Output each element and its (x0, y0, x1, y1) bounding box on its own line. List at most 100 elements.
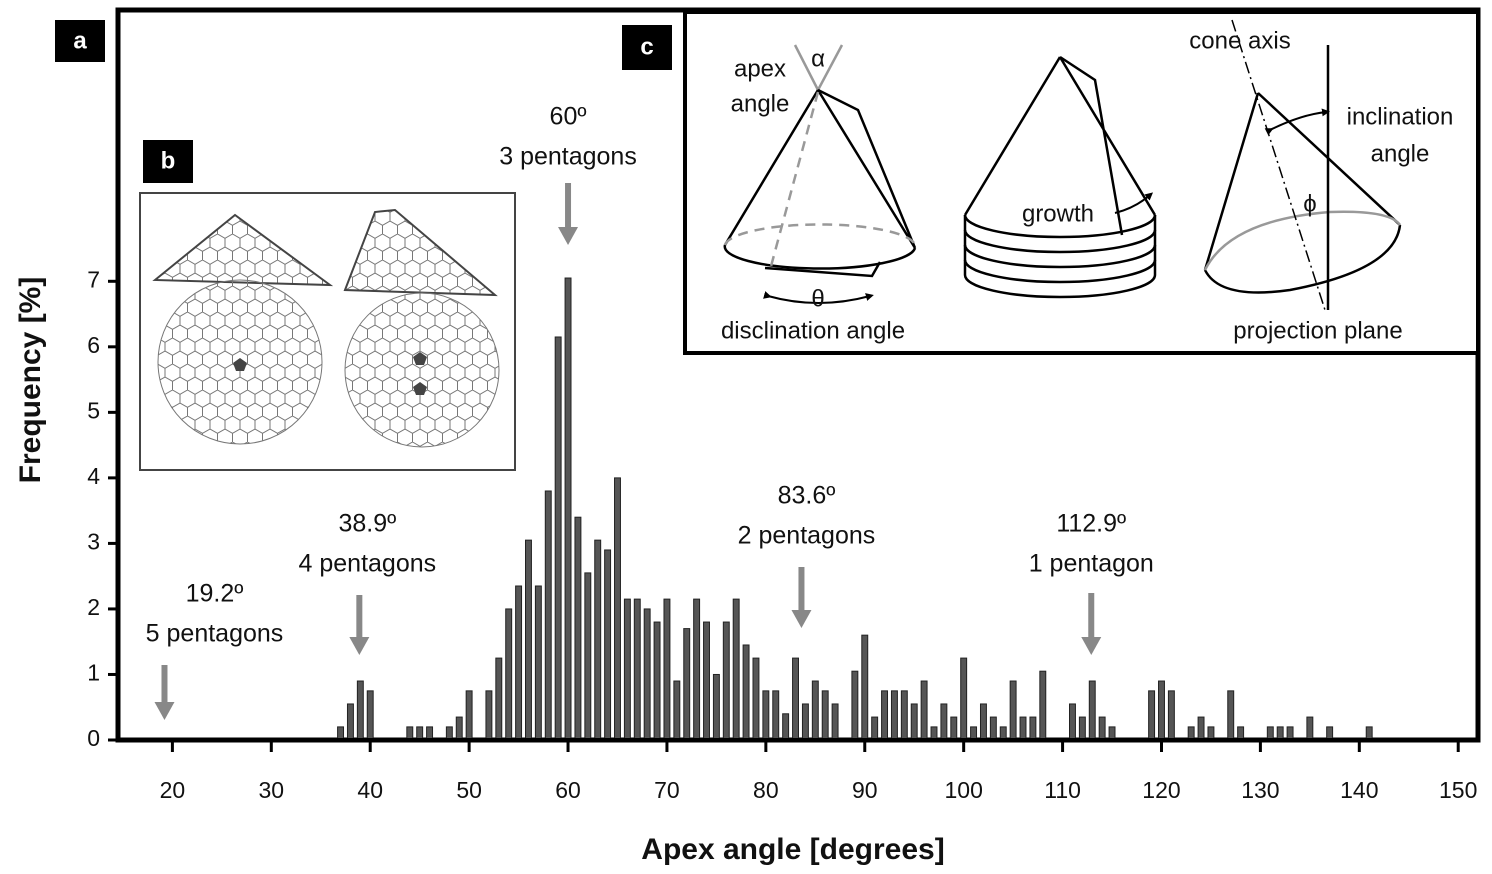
bar (1078, 716, 1086, 741)
bar (871, 716, 879, 741)
bar (633, 598, 641, 741)
inset-label: projection plane (1233, 317, 1402, 344)
y-tick-label: 1 (87, 660, 100, 686)
lattice-drawing (344, 292, 500, 448)
bar (485, 690, 493, 741)
y-tick-label: 4 (87, 463, 100, 489)
bar (1227, 690, 1235, 741)
bar (1029, 716, 1037, 741)
bar (910, 703, 918, 741)
bar (861, 634, 869, 741)
inset-symbol: θ (811, 285, 824, 312)
annotation-arrowhead (349, 637, 370, 655)
y-tick-label: 5 (87, 397, 100, 423)
y-tick-label: 7 (87, 266, 100, 292)
annotation-label: 38.9º (338, 510, 396, 538)
bar (940, 703, 948, 741)
inset-symbol: ϕ (1303, 190, 1316, 217)
bar (594, 539, 602, 741)
bar (831, 703, 839, 741)
x-tick-label: 130 (1241, 777, 1279, 803)
inset-label: growth (1022, 200, 1094, 227)
bar (1306, 716, 1314, 741)
x-tick-label: 80 (753, 777, 779, 803)
bar (663, 598, 671, 741)
annotation-note: 2 pentagons (738, 522, 876, 550)
pentagon (413, 352, 427, 395)
cone-diagram (723, 19, 1402, 311)
bar (1009, 680, 1017, 741)
bar (356, 680, 364, 741)
inset-symbol: α (811, 45, 825, 72)
x-tick-label: 140 (1340, 777, 1378, 803)
bar (465, 690, 473, 741)
bar (495, 657, 503, 741)
plot: 0 1 2 3 4 5 6 7 20 30 40 50 60 70 80 90 100 110 120 130 140 1… (87, 103, 1478, 803)
panel-label: b (161, 147, 176, 174)
bar (1167, 690, 1175, 741)
bar (1039, 670, 1047, 741)
bar (683, 628, 691, 741)
bar (703, 621, 710, 741)
inset-label: inclination (1347, 103, 1454, 130)
bar (1197, 716, 1205, 741)
bar (989, 716, 997, 741)
panel-label: a (73, 27, 87, 54)
panel-box (622, 25, 672, 70)
pentagon (233, 358, 247, 371)
x-tick-label: 50 (456, 777, 482, 803)
inset-label: angle (1371, 140, 1430, 167)
bar (900, 690, 908, 741)
bar (693, 598, 701, 741)
bar (950, 716, 958, 741)
x-tick-label: 90 (852, 777, 878, 803)
annotation-label: 83.6º (778, 482, 836, 510)
bar (979, 703, 987, 741)
inset-label: angle (731, 90, 790, 117)
x-axis-label: Apex angle [degrees] (641, 833, 944, 866)
bar (782, 713, 790, 741)
x-tick-label: 30 (259, 777, 285, 803)
x-tick-label: 110 (1044, 777, 1081, 803)
bar (584, 572, 592, 741)
y-tick-label: 6 (87, 332, 100, 358)
bar (772, 690, 780, 741)
bar (890, 690, 898, 741)
bar (673, 680, 681, 741)
bar (821, 690, 829, 741)
bar (604, 549, 612, 741)
bar (653, 621, 661, 741)
bar (742, 644, 750, 741)
bar (801, 703, 809, 741)
annotation-note: 4 pentagons (299, 550, 437, 578)
bar (1088, 680, 1096, 741)
bar (1069, 703, 1076, 741)
cone-drawing (343, 208, 498, 297)
annotation-label: 60º (550, 103, 587, 131)
annotation-note: 1 pentagon (1029, 550, 1154, 578)
y-tick-label: 3 (87, 528, 100, 554)
annotation-arrowhead (154, 702, 175, 720)
bar (1098, 716, 1106, 741)
bar (505, 608, 513, 741)
bar (614, 477, 621, 741)
bar (515, 585, 523, 741)
bar (712, 673, 720, 741)
bar (920, 680, 928, 741)
bar (1148, 690, 1156, 741)
bar (752, 657, 760, 741)
bar (1019, 716, 1027, 741)
bar (732, 598, 740, 741)
bar (366, 690, 374, 741)
bar (722, 621, 730, 741)
y-tick-label: 2 (87, 594, 100, 620)
annotation-note: 3 pentagons (499, 143, 637, 171)
bar (881, 690, 889, 741)
annotation-note: 5 pentagons (146, 620, 284, 648)
bar (792, 657, 799, 741)
y-tick-label: 0 (87, 725, 100, 751)
x-tick-label: 150 (1439, 777, 1477, 803)
bar (455, 716, 463, 741)
bar (574, 516, 582, 741)
